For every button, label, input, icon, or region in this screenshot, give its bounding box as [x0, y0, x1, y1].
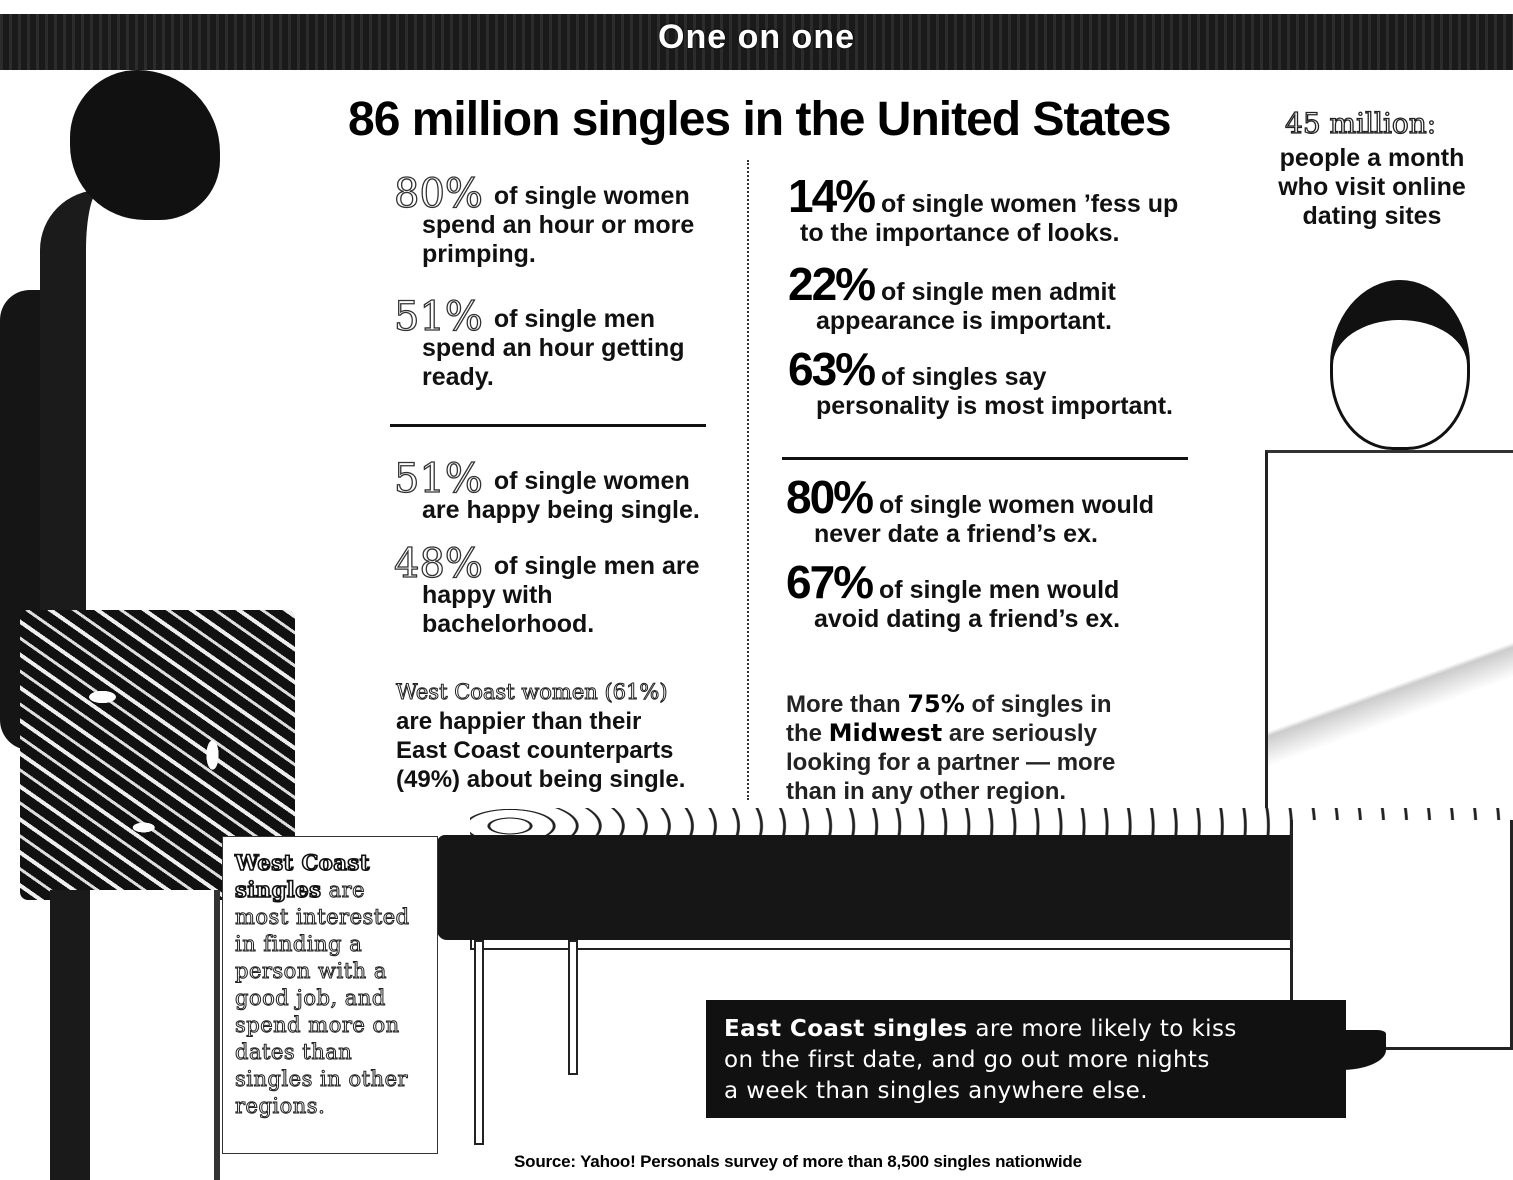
note-text: the [786, 720, 829, 747]
note-line: East Coast counterparts [396, 737, 674, 764]
west-line: spend more on [235, 1013, 400, 1038]
stat-number: 63% [788, 343, 876, 395]
west-coast-text: West Coast singles are most interested i… [234, 849, 425, 1120]
column-divider [747, 160, 749, 800]
note-text: are seriously [942, 720, 1097, 747]
stat-text: of single women would [879, 491, 1155, 519]
source-note: Source: Yahoo! Personals survey of more … [514, 1152, 1082, 1171]
east-line: a week than singles anywhere else. [724, 1078, 1148, 1104]
stat-number: 51% [393, 294, 483, 340]
note-highlight: Midwest [828, 719, 943, 747]
stat-number: 51% [393, 456, 483, 502]
stat-number: 14% [788, 170, 876, 222]
west-line: are [321, 878, 366, 903]
west-line: most interested [235, 905, 410, 930]
east-coast-box: East Coast singles are more likely to ki… [706, 1000, 1346, 1118]
stat-text: appearance is important. [816, 307, 1112, 335]
stat-text: of single men are [493, 552, 700, 580]
west-line: dates than [235, 1040, 353, 1065]
stat-text: to the importance of looks. [800, 219, 1120, 247]
stat-text: of single men admit [881, 278, 1116, 306]
stat-text: personality is most important. [816, 392, 1174, 420]
stat-men-ready: 51% of single men spend an hour getting … [393, 296, 685, 392]
west-line: singles in other [235, 1067, 409, 1092]
stat-text: of single women [493, 467, 690, 495]
stat-men-appearance: 22% of single men admit appearance is im… [788, 261, 1116, 336]
note-line: are happier than their [396, 708, 642, 735]
note-text: than in any other region. [786, 778, 1067, 805]
west-line: in finding a [235, 932, 363, 957]
stat-number: 67% [786, 556, 874, 608]
stat-text: never date a friend’s ex. [814, 520, 1098, 548]
west-line: West Coast [234, 849, 370, 876]
stat-text: of single women [493, 182, 690, 210]
east-line: on the first date, and go out more night… [724, 1047, 1210, 1073]
stat-text: spend an hour or more [422, 211, 695, 239]
west-line: singles [234, 876, 322, 903]
stat-text: are happy being single. [422, 496, 700, 524]
section-divider [782, 457, 1188, 460]
man-torso [40, 190, 300, 630]
midwest-note: More than 75% of singles in the Midwest … [786, 690, 1115, 806]
stat-text: spend an hour getting [422, 334, 685, 362]
stat-text: primping. [422, 240, 536, 268]
east-line: are more likely to kiss [967, 1016, 1237, 1042]
stat-men-friends-ex: 67% of single men would avoid dating a f… [786, 559, 1121, 634]
west-line: person with a [235, 959, 387, 984]
stat-number: 80% [393, 171, 483, 217]
note-text: More than [786, 691, 908, 718]
stat-number: 80% [786, 471, 874, 523]
stat-text: happy with [422, 581, 553, 609]
online-line: who visit online [1278, 173, 1466, 201]
note-highlight: 75% [907, 690, 965, 718]
stat-number: 22% [788, 258, 876, 310]
note-line: West Coast women (61%) [395, 680, 668, 705]
stat-men-happy: 48% of single men are happy with bachelo… [393, 543, 700, 639]
floral-shorts [20, 610, 295, 900]
stat-number: 48% [393, 541, 483, 587]
man-legs [50, 890, 220, 1180]
online-text: people a month who visit online dating s… [1262, 144, 1482, 231]
stat-women-looks: 14% of single women ’fess up to the impo… [788, 173, 1179, 248]
stat-text: ready. [422, 363, 494, 391]
stat-text: of single men [493, 305, 655, 333]
header-bar [0, 14, 1513, 70]
stat-text: of single men would [879, 576, 1120, 604]
online-title: 45 million: [1284, 106, 1437, 140]
woman-body [1265, 450, 1513, 870]
header-title: One on one [658, 18, 855, 56]
online-line: dating sites [1302, 202, 1442, 230]
stat-personality: 63% of singles say personality is most i… [788, 346, 1174, 421]
main-title: 86 million singles in the United States [348, 93, 1172, 146]
west-coast-box: West Coast singles are most interested i… [222, 836, 438, 1154]
bench-leg [568, 940, 578, 1075]
note-text: of singles in [964, 691, 1112, 718]
west-line: good job, and [235, 986, 386, 1011]
stat-text: bachelorhood. [422, 610, 595, 638]
man-head [70, 70, 220, 220]
section-divider [390, 424, 706, 427]
stat-text: of single women ’fess up [881, 190, 1179, 218]
east-strong: East Coast singles [724, 1016, 968, 1042]
west-coast-women-note: West Coast women (61%) are happier than … [395, 678, 686, 794]
stat-text: of singles say [881, 363, 1047, 391]
stat-women-friends-ex: 80% of single women would never date a f… [786, 474, 1155, 549]
woman-head [1330, 280, 1470, 450]
bench-leg [474, 940, 484, 1145]
stat-women-primping: 80% of single women spend an hour or mor… [393, 173, 695, 269]
online-line: people a month [1279, 144, 1465, 172]
note-line: (49%) about being single. [396, 766, 686, 793]
stat-women-happy: 51% of single women are happy being sing… [393, 458, 700, 525]
west-line: regions. [235, 1094, 326, 1119]
stat-text: avoid dating a friend’s ex. [814, 605, 1121, 633]
note-text: looking for a partner — more [786, 749, 1116, 776]
man-photo [0, 70, 330, 1180]
